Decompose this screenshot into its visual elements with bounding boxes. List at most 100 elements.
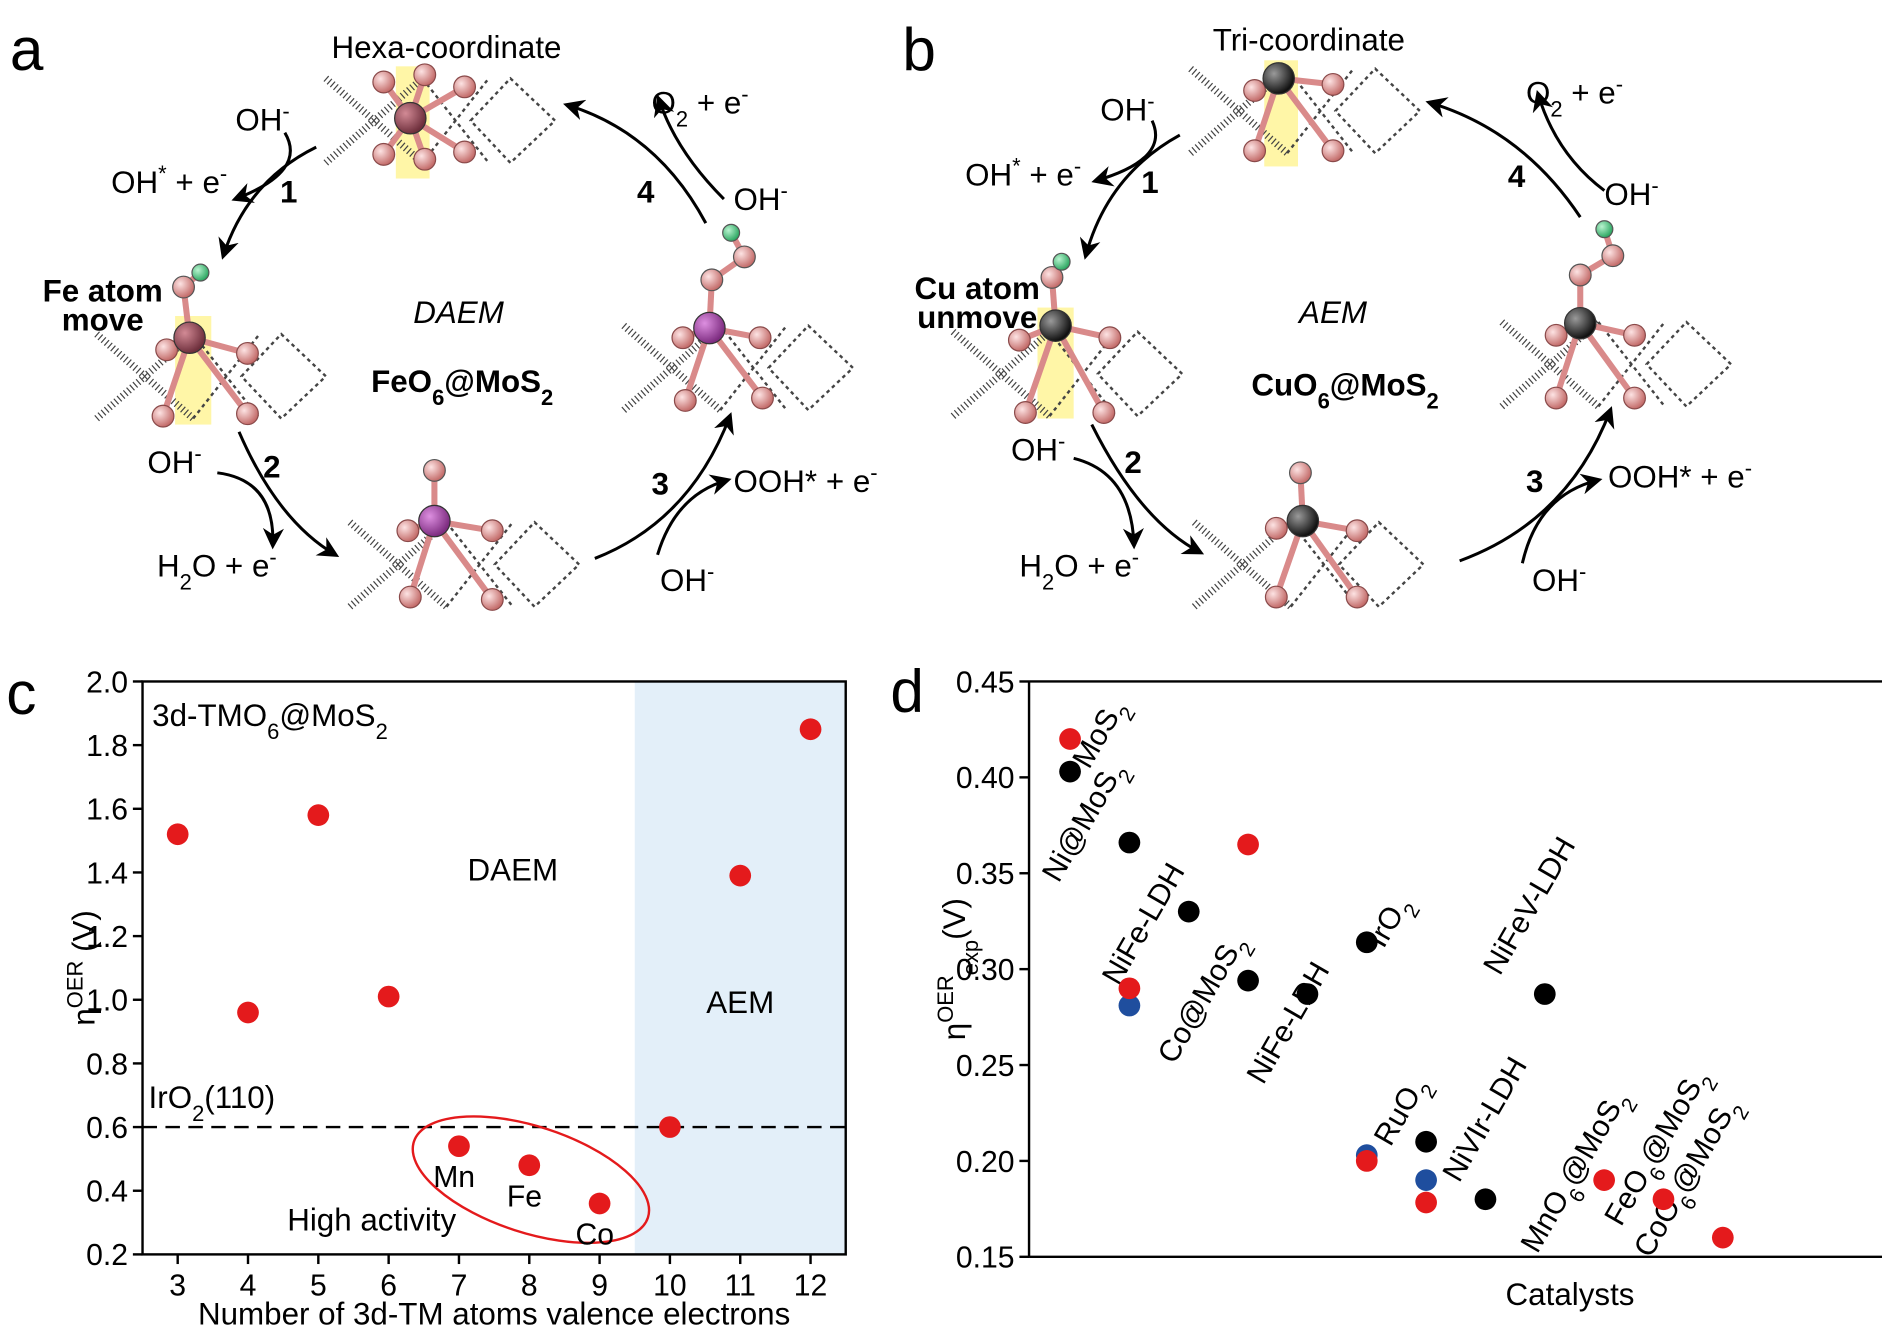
step: 2 bbox=[263, 450, 280, 485]
point-label: Mn bbox=[433, 1161, 475, 1194]
x-axis-label: Catalysts bbox=[1506, 1277, 1635, 1312]
point bbox=[799, 718, 822, 741]
text-part: OH bbox=[734, 182, 781, 217]
x-tick-label: 5 bbox=[310, 1269, 327, 1302]
y-axis-label: ηOERexp(V) bbox=[933, 898, 983, 1040]
atom-note: Cu atom bbox=[914, 271, 1039, 306]
text-part: 3d-TMO bbox=[152, 698, 267, 733]
chart-d: 0.150.200.250.300.350.400.450.30.60.91.2… bbox=[890, 657, 1882, 1312]
arrow bbox=[1532, 90, 1606, 192]
product: OOH* + e- bbox=[1608, 455, 1752, 495]
point bbox=[166, 823, 189, 846]
text-part: + e bbox=[1563, 76, 1616, 111]
o-atom bbox=[1040, 265, 1064, 289]
o-atom bbox=[1623, 386, 1646, 410]
subscript: 2 bbox=[376, 719, 388, 744]
lattice bbox=[1499, 319, 1601, 410]
superscript: - bbox=[1132, 544, 1139, 569]
o-atom bbox=[1601, 244, 1625, 268]
x-tick-label: 4 bbox=[240, 1269, 257, 1302]
metal-atom bbox=[1286, 504, 1320, 538]
point bbox=[729, 864, 752, 887]
arrow bbox=[1520, 473, 1603, 564]
o-atom bbox=[155, 338, 179, 362]
reactant: OH- bbox=[1604, 173, 1658, 212]
structure bbox=[621, 223, 855, 413]
text-part: @MoS bbox=[279, 698, 375, 733]
lattice bbox=[1289, 521, 1359, 608]
subscript: 6 bbox=[1318, 388, 1330, 413]
superscript: - bbox=[1147, 88, 1154, 113]
text-part: O + e bbox=[192, 549, 270, 584]
o-atom bbox=[236, 402, 259, 426]
lattice bbox=[239, 332, 328, 421]
coordination: Hexa-coordinate bbox=[331, 30, 561, 65]
o-atom bbox=[1345, 519, 1369, 543]
text-part: @MoS bbox=[444, 364, 541, 399]
panel-label: b bbox=[902, 15, 936, 83]
superscript: - bbox=[1616, 71, 1623, 96]
reactant: OH- bbox=[660, 559, 714, 599]
text-part: OH bbox=[1604, 177, 1651, 212]
o-atom bbox=[671, 326, 695, 350]
o-atom bbox=[1544, 386, 1568, 410]
point bbox=[1711, 1226, 1734, 1249]
reactant: OH- bbox=[1100, 88, 1154, 127]
lattice bbox=[1188, 66, 1290, 156]
x-tick-label: 12 bbox=[794, 1269, 828, 1302]
subscript: exp bbox=[958, 940, 983, 975]
lattice bbox=[94, 331, 196, 422]
product: H2O + e- bbox=[1019, 544, 1139, 594]
text-part: FeO bbox=[371, 364, 432, 399]
mechanism: DAEM bbox=[413, 295, 504, 330]
o-atom bbox=[1321, 139, 1345, 163]
h-atom bbox=[1052, 252, 1071, 271]
metal-atom bbox=[394, 101, 427, 135]
subscript: 2 bbox=[676, 106, 688, 131]
h-atom bbox=[722, 223, 741, 242]
text-part: O bbox=[1526, 76, 1550, 111]
panel-a-text: a Hexa-coordinate OH- OH* + e- 1 Fe atom… bbox=[10, 15, 878, 598]
atom-note: move bbox=[62, 302, 144, 337]
y-tick-label: 0.6 bbox=[86, 1112, 128, 1145]
o-atom bbox=[1013, 401, 1037, 424]
metal-atom bbox=[418, 504, 451, 538]
o-atom bbox=[1568, 263, 1592, 287]
text-part: O + e bbox=[1054, 549, 1132, 584]
panel-label: d bbox=[890, 657, 924, 725]
point bbox=[588, 1192, 611, 1215]
o-atom bbox=[1623, 323, 1646, 347]
reactant: OH- bbox=[235, 98, 289, 138]
point bbox=[1415, 1130, 1437, 1153]
point bbox=[1177, 900, 1200, 923]
point bbox=[1059, 728, 1081, 750]
superscript: - bbox=[1745, 455, 1752, 480]
o-atom bbox=[1007, 328, 1031, 352]
lattice bbox=[766, 323, 855, 412]
category-label: NiFe-LDH bbox=[1096, 858, 1192, 991]
text-part: O bbox=[652, 85, 676, 120]
o-atom bbox=[1243, 79, 1267, 102]
superscript: - bbox=[1579, 559, 1586, 584]
arrow bbox=[1073, 456, 1144, 550]
x-tick-label: 6 bbox=[380, 1269, 397, 1302]
point bbox=[1237, 969, 1259, 992]
o-atom bbox=[1321, 72, 1345, 96]
y-tick-label: 0.40 bbox=[956, 762, 1015, 795]
o-atom bbox=[700, 268, 724, 292]
arrow bbox=[237, 431, 340, 557]
atom-note: Fe atom bbox=[43, 274, 163, 309]
o-atom bbox=[1264, 516, 1288, 540]
category-label: NiVIr-LDH bbox=[1437, 1052, 1534, 1187]
superscript: - bbox=[870, 460, 877, 485]
y-tick-label: 1.2 bbox=[86, 921, 128, 954]
text-part: CuO bbox=[1251, 368, 1317, 403]
arrow bbox=[656, 474, 732, 556]
chart-c: AEMDAEMIrO2(110)0.20.40.60.81.01.21.41.6… bbox=[6, 659, 847, 1331]
superscript: - bbox=[1074, 153, 1081, 178]
point bbox=[1415, 1169, 1437, 1191]
superscript: OER bbox=[933, 975, 958, 1023]
lattice bbox=[621, 322, 723, 413]
bond bbox=[1052, 324, 1107, 414]
